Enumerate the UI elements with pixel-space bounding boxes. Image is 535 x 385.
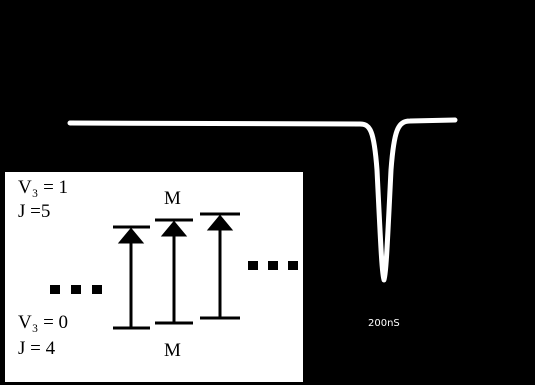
upper-vibration-label: V₃ = 1: [18, 177, 68, 198]
lower-m-label: M: [164, 340, 181, 361]
lower-rotation-label: J = 4: [18, 338, 56, 359]
page: {"upper_level": {"vibration": "V₃ = 1", …: [0, 0, 535, 385]
ellipsis-left: [50, 285, 102, 294]
lower-vibration-label: V₃ = 0: [18, 312, 68, 333]
time-scale: 200nS: [368, 318, 400, 329]
upper-m-label: M: [164, 188, 181, 209]
upper-rotation-label: J =5: [18, 201, 50, 222]
figure: 200nS V₃ = 1 J =5 M V₃ = 0 J = 4 M: [0, 0, 535, 385]
ellipsis-right: [248, 261, 298, 270]
